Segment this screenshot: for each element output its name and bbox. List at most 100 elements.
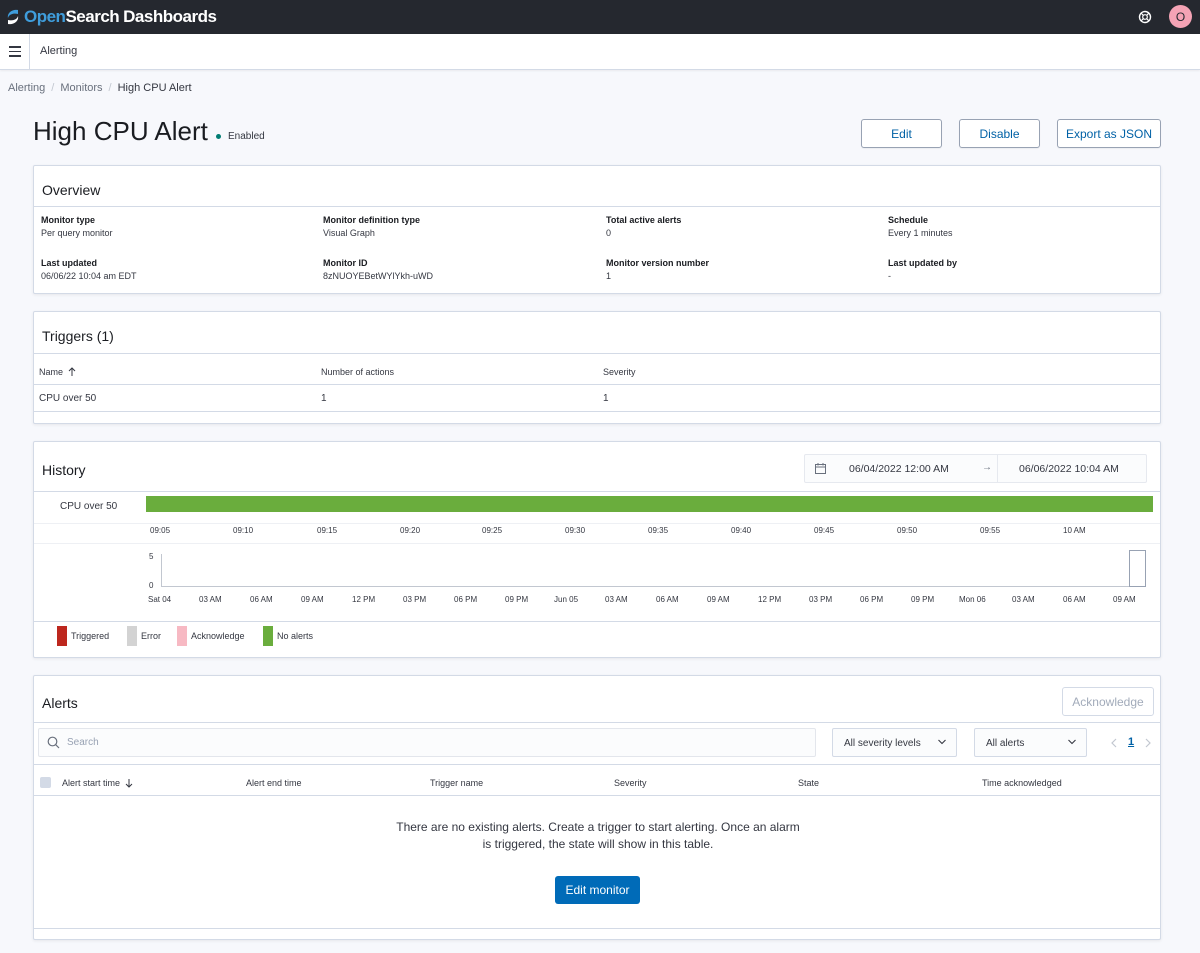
breadcrumb-separator: / xyxy=(108,82,112,94)
pagination-next-icon[interactable] xyxy=(1144,738,1152,748)
alerts-search-input[interactable]: Search xyxy=(38,728,816,757)
legend-label-triggered: Triggered xyxy=(71,631,110,641)
column-header-actions[interactable]: Number of actions xyxy=(321,367,395,377)
bottom-tick-label: 06 AM xyxy=(250,595,273,604)
bottom-tick-label: 06 PM xyxy=(860,595,884,604)
bottom-tick-label: 03 PM xyxy=(809,595,833,604)
overview-label-definition-type: Monitor definition type xyxy=(323,215,420,225)
severity-select[interactable]: All severity levels xyxy=(832,728,957,757)
page-title: High CPU Alert xyxy=(33,116,208,146)
pagination-page-1[interactable]: 1 xyxy=(1128,736,1135,748)
date-range-picker[interactable]: 06/04/2022 12:00 AM → 06/06/2022 10:04 A… xyxy=(804,454,1147,483)
legend-label-error: Error xyxy=(141,631,161,641)
alert-state-select-value: All alerts xyxy=(986,738,1025,749)
menu-toggle-button[interactable] xyxy=(0,34,30,69)
trigger-row-actions: 1 xyxy=(321,393,327,404)
y-axis-line xyxy=(161,554,162,587)
top-tick-label: 09:10 xyxy=(233,526,254,535)
bottom-tick-label: 12 PM xyxy=(758,595,782,604)
alerts-header-divider xyxy=(34,795,1160,796)
overview-value-updated-by: - xyxy=(888,271,891,281)
column-header-time-acknowledged[interactable]: Time acknowledged xyxy=(982,778,1062,788)
status-text: Enabled xyxy=(228,131,265,142)
top-tick-label: 09:55 xyxy=(980,526,1001,535)
alert-state-select[interactable]: All alerts xyxy=(974,728,1087,757)
bottom-tick-label: Jun 05 xyxy=(554,595,579,604)
trigger-row-severity: 1 xyxy=(603,393,609,404)
overview-label-version: Monitor version number xyxy=(606,258,710,268)
disable-button[interactable]: Disable xyxy=(959,119,1040,148)
column-header-alert-start-label: Alert start time xyxy=(62,778,121,788)
help-icon[interactable] xyxy=(1137,9,1153,25)
legend-label-no-alerts: No alerts xyxy=(277,631,314,641)
triggers-divider xyxy=(34,353,1160,354)
column-header-severity[interactable]: Severity xyxy=(603,367,636,377)
breadcrumb-separator: / xyxy=(51,82,55,94)
top-tick-label: 09:05 xyxy=(150,526,171,535)
column-header-name[interactable]: Name xyxy=(39,367,77,377)
timeline-divider-2 xyxy=(34,543,1160,544)
bottom-tick-label: 03 PM xyxy=(403,595,427,604)
select-all-checkbox[interactable] xyxy=(40,777,51,788)
alerts-title: Alerts xyxy=(42,695,78,711)
legend-swatch-error xyxy=(127,626,137,646)
overview-label-active-alerts: Total active alerts xyxy=(606,215,682,225)
alerts-divider xyxy=(34,722,1160,723)
column-header-state[interactable]: State xyxy=(798,778,820,788)
bottom-tick-label: 06 AM xyxy=(656,595,679,604)
bottom-tick-label: Mon 06 xyxy=(959,595,986,604)
search-icon xyxy=(47,736,60,749)
overview-value-monitor-id: 8zNUOYEBetWYlYkh-uWD xyxy=(323,271,434,281)
acknowledge-button[interactable]: Acknowledge xyxy=(1062,687,1154,716)
history-legend-divider xyxy=(34,621,1160,622)
alerts-panel: Alerts Acknowledge Search All severity l… xyxy=(33,675,1161,940)
bottom-tick-label: 06 PM xyxy=(454,595,478,604)
column-header-alert-end[interactable]: Alert end time xyxy=(246,778,302,788)
y-tick-label: 0 xyxy=(149,581,154,590)
column-header-alert-severity[interactable]: Severity xyxy=(614,778,647,788)
chevron-down-icon xyxy=(1068,739,1076,745)
overview-label-schedule: Schedule xyxy=(888,215,929,225)
brand-logo-link[interactable]: Open Search Dashboards xyxy=(6,7,217,27)
bottom-tick-label: 09 PM xyxy=(911,595,935,604)
top-tick-label: 09:25 xyxy=(482,526,503,535)
overview-value-version: 1 xyxy=(606,271,612,281)
pagination-prev-icon[interactable] xyxy=(1110,738,1118,748)
search-placeholder: Search xyxy=(67,737,99,748)
date-start[interactable]: 06/04/2022 12:00 AM xyxy=(849,463,949,475)
bottom-tick-label: 09 AM xyxy=(301,595,324,604)
timeline-no-alerts-bar[interactable] xyxy=(146,496,1153,512)
breadcrumb-monitors[interactable]: Monitors xyxy=(60,82,103,94)
column-header-alert-start[interactable]: Alert start time xyxy=(62,778,134,788)
history-brush-handle[interactable] xyxy=(1129,550,1146,587)
app-title: Alerting xyxy=(40,45,78,57)
app-header-bar: Alerting xyxy=(0,34,1200,70)
timeline-divider xyxy=(34,523,1160,524)
breadcrumb: Alerting / Monitors / High CPU Alert xyxy=(8,82,192,94)
top-tick-label: 09:40 xyxy=(731,526,752,535)
overview-panel: Overview Monitor type Per query monitor … xyxy=(33,165,1161,294)
export-json-button[interactable]: Export as JSON xyxy=(1057,119,1161,148)
user-avatar[interactable]: O xyxy=(1169,5,1192,28)
empty-message-line-1: There are no existing alerts. Create a t… xyxy=(396,820,800,834)
x-axis-line xyxy=(161,586,1146,587)
bottom-tick-label: 03 AM xyxy=(199,595,222,604)
history-title: History xyxy=(42,462,86,478)
overview-value-active-alerts: 0 xyxy=(606,228,612,238)
timeline-trigger-label: CPU over 50 xyxy=(60,501,118,512)
date-end[interactable]: 06/06/2022 10:04 AM xyxy=(1019,463,1119,475)
date-separator xyxy=(997,455,998,482)
sort-descending-icon xyxy=(125,779,133,788)
top-tick-label: 10 AM xyxy=(1063,526,1086,535)
bottom-tick-label: 09 AM xyxy=(707,595,730,604)
hamburger-icon xyxy=(8,45,21,59)
history-panel: History 06/04/2022 12:00 AM → 06/06/2022… xyxy=(33,441,1161,658)
legend-swatch-no-alerts xyxy=(263,626,273,646)
edit-button[interactable]: Edit xyxy=(861,119,942,148)
edit-monitor-button[interactable]: Edit monitor xyxy=(555,876,640,904)
top-tick-label: 09:15 xyxy=(317,526,338,535)
history-divider xyxy=(34,491,1160,492)
breadcrumb-alerting[interactable]: Alerting xyxy=(8,82,46,94)
overview-value-schedule: Every 1 minutes xyxy=(888,228,953,238)
column-header-trigger-name[interactable]: Trigger name xyxy=(430,778,484,788)
